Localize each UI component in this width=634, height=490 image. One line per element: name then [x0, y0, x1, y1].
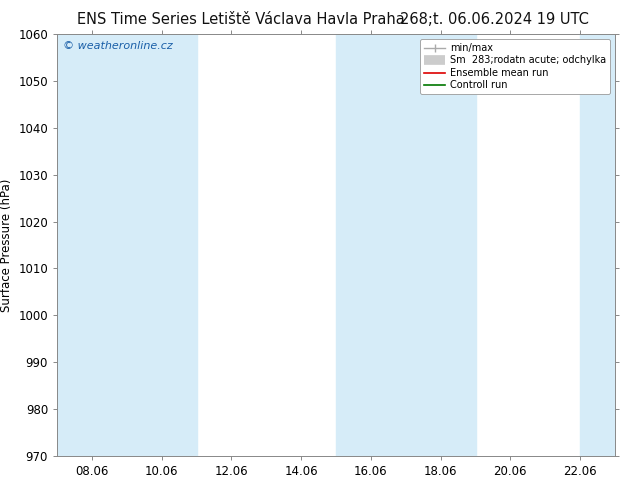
Y-axis label: Surface Pressure (hPa): Surface Pressure (hPa) [0, 178, 13, 312]
Bar [336, 34, 406, 456]
Text: © weatheronline.cz: © weatheronline.cz [63, 41, 172, 50]
Legend: min/max, Sm  283;rodatn acute; odchylka, Ensemble mean run, Controll run: min/max, Sm 283;rodatn acute; odchylka, … [420, 39, 610, 94]
Text: ENS Time Series Letiště Václava Havla Praha: ENS Time Series Letiště Václava Havla Pr… [77, 12, 404, 27]
Bar [406, 34, 476, 456]
Bar [580, 34, 615, 456]
Bar [57, 34, 127, 456]
Bar [127, 34, 197, 456]
Text: 268;t. 06.06.2024 19 UTC: 268;t. 06.06.2024 19 UTC [400, 12, 589, 27]
